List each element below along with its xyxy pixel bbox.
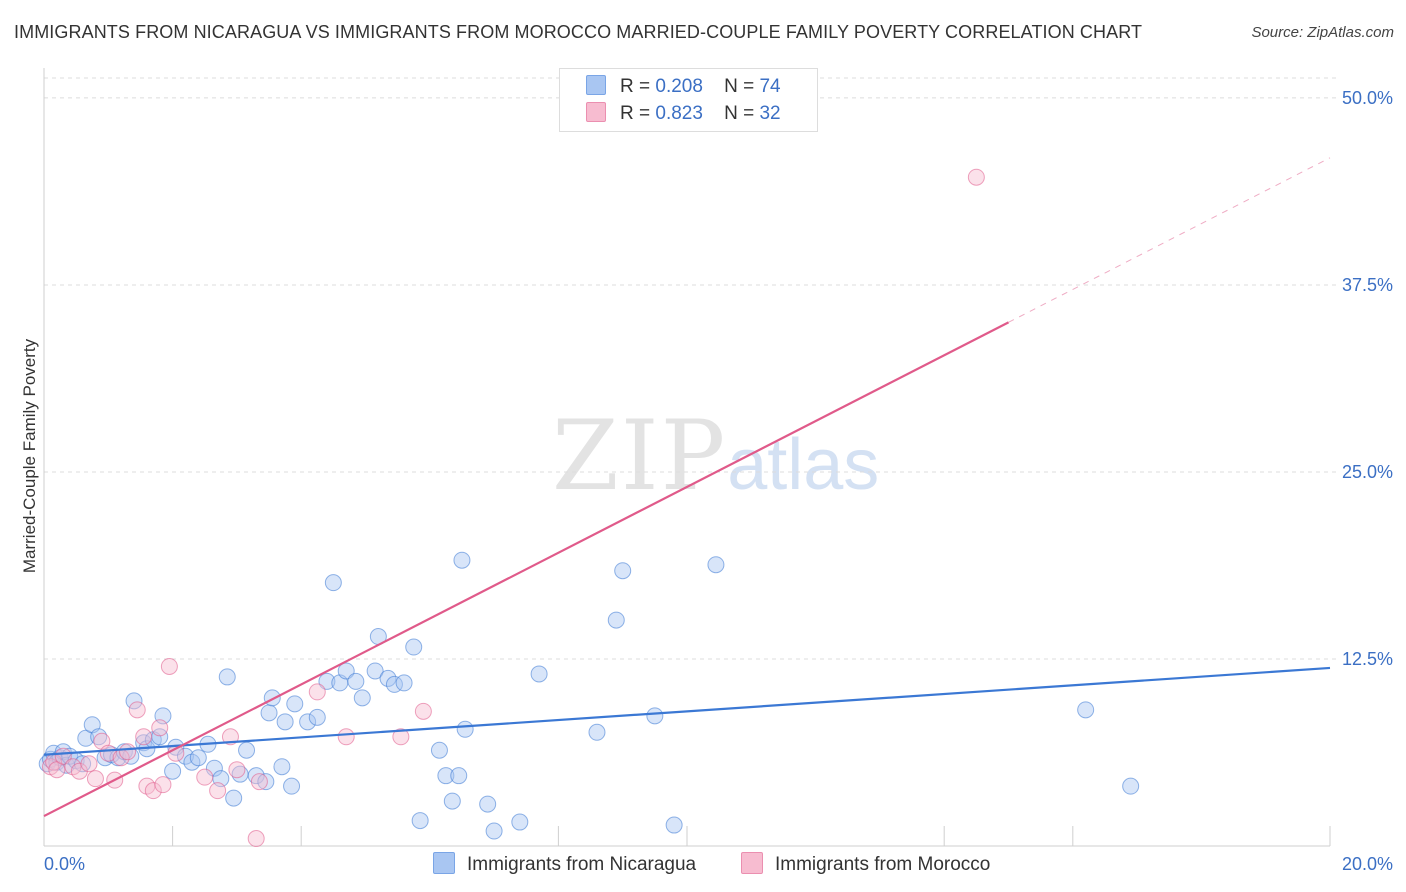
correlation-legend: R = 0.208 N = 74 R = 0.823 N = 32	[559, 68, 818, 132]
morocco-point	[151, 719, 169, 737]
morocco-point	[119, 743, 137, 761]
legend-r-value-morocco: 0.823	[655, 103, 703, 124]
nicaragua-point	[324, 574, 342, 592]
nicaragua-point	[337, 662, 355, 680]
nicaragua-point	[318, 672, 336, 690]
morocco-point	[86, 770, 104, 788]
nicaragua-point	[225, 789, 243, 807]
y-tick-label: 37.5%	[1342, 275, 1393, 295]
bottom-legend-swatch-morocco	[741, 852, 763, 874]
nicaragua-point	[450, 767, 468, 785]
nicaragua-point	[430, 741, 448, 759]
nicaragua-point	[479, 795, 497, 813]
morocco-trend-extension	[1008, 157, 1331, 323]
legend-row-nicaragua: R = 0.208 N = 74	[586, 75, 781, 99]
morocco-point	[209, 782, 227, 800]
nicaragua-point	[453, 551, 471, 569]
morocco-point	[80, 755, 98, 773]
morocco-point	[154, 776, 172, 794]
legend-r-label: R =	[620, 103, 651, 124]
nicaragua-point	[405, 638, 423, 656]
nicaragua-point	[238, 741, 256, 759]
morocco-point	[128, 701, 146, 719]
nicaragua-point	[283, 777, 301, 795]
morocco-point	[135, 728, 153, 746]
nicaragua-point	[1122, 777, 1140, 795]
legend-n-label: N =	[724, 103, 755, 124]
morocco-point	[392, 728, 410, 746]
nicaragua-point	[443, 792, 461, 810]
nicaragua-point	[260, 704, 278, 722]
nicaragua-point	[286, 695, 304, 713]
legend-n-value-nicaragua: 74	[759, 76, 781, 97]
nicaragua-point	[257, 773, 275, 791]
nicaragua-point	[437, 767, 455, 785]
nicaragua-point	[395, 674, 413, 692]
legend-swatch-nicaragua	[586, 75, 606, 95]
morocco-point	[160, 657, 178, 675]
legend-row-morocco: R = 0.823 N = 32	[586, 102, 781, 126]
watermark-zip: ZIP	[552, 400, 728, 512]
nicaragua-point	[299, 713, 317, 731]
bottom-legend-label-nicaragua: Immigrants from Nicaragua	[467, 854, 697, 875]
nicaragua-point	[411, 812, 429, 830]
nicaragua-point	[588, 723, 606, 741]
morocco-point	[337, 728, 355, 746]
x-tick-label: 0.0%	[44, 854, 85, 874]
nicaragua-point	[189, 749, 207, 767]
morocco-point	[250, 773, 268, 791]
bottom-legend-swatch-nicaragua	[433, 852, 455, 874]
morocco-trend-line	[43, 321, 1010, 818]
nicaragua-point	[607, 611, 625, 629]
legend-swatch-morocco	[586, 102, 606, 122]
nicaragua-point	[614, 562, 632, 580]
nicaragua-point	[263, 689, 281, 707]
nicaragua-point	[164, 762, 182, 780]
nicaragua-point	[485, 822, 503, 840]
nicaragua-point	[379, 669, 397, 687]
legend-n-label: N =	[724, 76, 755, 97]
bottom-legend-nicaragua: Immigrants from Nicaragua	[433, 852, 696, 876]
morocco-point	[228, 761, 246, 779]
nicaragua-point	[218, 668, 236, 686]
nicaragua-point	[125, 692, 143, 710]
source-credit: Source: ZipAtlas.com	[1251, 24, 1394, 41]
y-tick-label: 12.5%	[1342, 649, 1393, 669]
nicaragua-point	[646, 707, 664, 725]
nicaragua-point	[308, 708, 326, 726]
nicaragua-point	[366, 662, 384, 680]
nicaragua-point	[511, 813, 529, 831]
legend-r-label: R =	[620, 76, 651, 97]
nicaragua-point	[273, 758, 291, 776]
nicaragua-trend-line	[43, 666, 1331, 756]
nicaragua-point	[665, 816, 683, 834]
nicaragua-point	[353, 689, 371, 707]
nicaragua-point	[176, 747, 194, 765]
morocco-point	[196, 768, 214, 786]
morocco-point	[414, 702, 432, 720]
bottom-legend-morocco: Immigrants from Morocco	[741, 852, 990, 876]
nicaragua-point	[530, 665, 548, 683]
legend-r-value-nicaragua: 0.208	[655, 76, 703, 97]
nicaragua-point	[707, 556, 725, 574]
nicaragua-point	[456, 720, 474, 738]
y-tick-label: 25.0%	[1342, 462, 1393, 482]
bottom-legend-label-morocco: Immigrants from Morocco	[775, 854, 991, 875]
morocco-point	[144, 782, 162, 800]
x-tick-label: 20.0%	[1342, 854, 1393, 874]
chart-title: IMMIGRANTS FROM NICARAGUA VS IMMIGRANTS …	[14, 22, 1143, 42]
nicaragua-point	[1077, 701, 1095, 719]
morocco-point	[247, 830, 265, 848]
morocco-point	[308, 683, 326, 701]
nicaragua-point	[347, 672, 365, 690]
legend-n-value-morocco: 32	[759, 103, 781, 124]
watermark: ZIPatlas	[552, 400, 879, 512]
morocco-point	[967, 168, 985, 186]
watermark-atlas: atlas	[727, 425, 880, 505]
nicaragua-point	[276, 713, 294, 731]
nicaragua-point	[90, 728, 108, 746]
y-tick-label: 50.0%	[1342, 88, 1393, 108]
